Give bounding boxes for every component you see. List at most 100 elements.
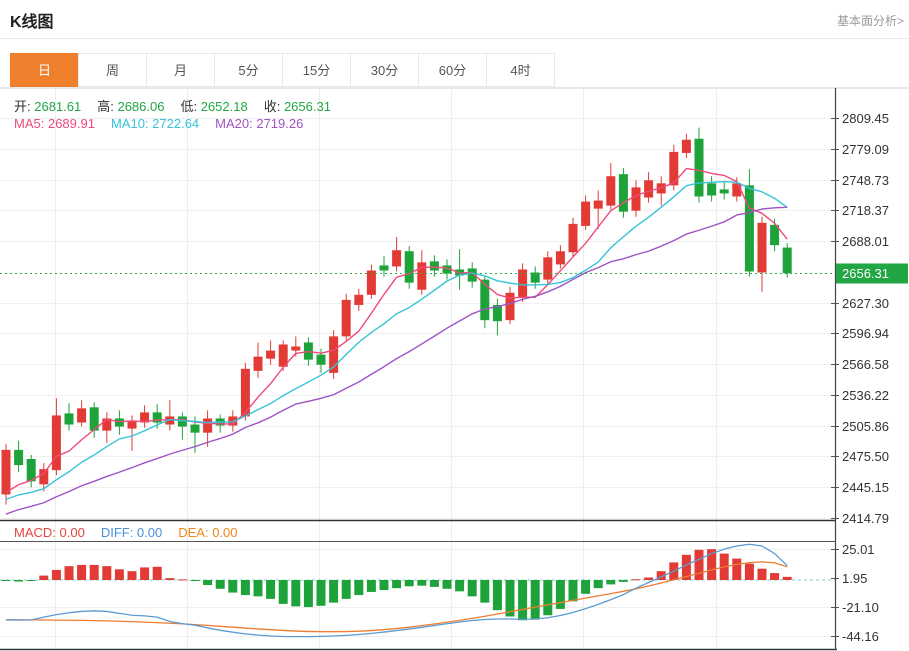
tab-period-4[interactable]: 5分 — [214, 53, 283, 87]
tab-period-7[interactable]: 60分 — [418, 53, 487, 87]
ma-legend: MA5: 2689.91 MA10: 2722.64 MA20: 2719.26 — [14, 116, 319, 131]
macd-histogram-bar — [152, 566, 162, 580]
current-price-badge — [836, 263, 908, 284]
macd-histogram-bar — [644, 577, 654, 580]
header-divider — [0, 38, 909, 39]
macd-histogram-bar — [140, 567, 150, 580]
fundamental-analysis-link[interactable]: 基本面分析> — [836, 14, 904, 28]
candle-body — [631, 187, 641, 211]
macd-histogram-bar — [492, 580, 502, 611]
tabbar-bottom-border — [0, 87, 909, 88]
macd-histogram-bar — [555, 580, 565, 609]
candle-body — [694, 138, 704, 197]
macd-histogram-bar — [744, 563, 754, 580]
legend-item: MA5: 2689.91 — [14, 116, 95, 131]
price-tick-label: 2596.94 — [842, 326, 889, 341]
macd-histogram-bar — [203, 580, 213, 586]
candle-body — [770, 224, 780, 246]
tab-period-3[interactable]: 月 — [146, 53, 215, 87]
macd-histogram-bar — [694, 549, 704, 580]
ma10-line — [5, 180, 788, 500]
macd-histogram-bar — [455, 580, 465, 592]
macd-tick-label: -44.16 — [842, 629, 879, 644]
macd-histogram-bar — [114, 569, 124, 580]
tab-period-5[interactable]: 15分 — [282, 53, 351, 87]
macd-histogram-bar — [316, 580, 326, 606]
candle-body — [669, 151, 679, 186]
candle-body — [51, 415, 61, 471]
candle-body — [266, 350, 276, 359]
candle-body — [152, 412, 162, 423]
candle-body — [417, 262, 427, 290]
legend-item: MACD: 0.00 — [14, 525, 85, 540]
price-tick-label: 2748.73 — [842, 173, 889, 188]
macd-histogram-bar — [26, 580, 36, 581]
candle-body — [329, 336, 339, 373]
macd-histogram-bar — [530, 580, 540, 620]
candle-body — [518, 269, 528, 298]
period-tabbar: 日周月 5分 15分 30分 60分 4时 — [10, 53, 555, 87]
candle-body — [366, 270, 376, 295]
candle-body — [581, 201, 591, 226]
candle-body — [140, 412, 150, 423]
macd-histogram-bar — [177, 579, 187, 581]
macd-histogram-bar — [64, 566, 74, 580]
price-tick-label: 2445.15 — [842, 480, 889, 495]
candle-body — [467, 268, 477, 282]
macd-histogram-bar — [505, 580, 515, 617]
macd-histogram-bar — [240, 580, 250, 596]
diff-line — [5, 543, 788, 638]
price-tick-label: 2566.58 — [842, 357, 889, 372]
macd-histogram-bar — [51, 569, 61, 580]
tab-period-8[interactable]: 4时 — [486, 53, 555, 87]
macd-tick-label: 1.95 — [842, 571, 867, 586]
candle-body — [26, 459, 36, 482]
candle-body — [530, 272, 540, 283]
tab-period-6[interactable]: 30分 — [350, 53, 419, 87]
macd-histogram-bar — [757, 568, 767, 580]
candle-body — [404, 251, 414, 283]
macd-histogram-bar — [581, 580, 591, 594]
tab-period-1[interactable]: 日 — [10, 53, 79, 87]
candle-body — [744, 185, 754, 272]
candle-body — [732, 183, 742, 197]
candle-body — [480, 279, 490, 321]
macd-legend: MACD: 0.00 DIFF: 0.00 DEA: 0.00 — [14, 525, 254, 540]
macd-histogram-bar — [1, 580, 11, 582]
candle-body — [543, 257, 553, 280]
price-tick-label: 2809.45 — [842, 111, 889, 126]
macd-histogram-bar — [618, 580, 628, 582]
macd-histogram-bar — [253, 580, 263, 597]
candle-body — [392, 250, 402, 267]
macd-histogram-bar — [354, 580, 364, 596]
candle-body — [240, 368, 250, 417]
price-tick-label: 2536.22 — [842, 388, 889, 403]
macd-histogram-bar — [366, 580, 376, 592]
macd-histogram-bar — [770, 573, 780, 580]
legend-item: 开: 2681.61 — [14, 99, 82, 114]
tab-period-2[interactable]: 周 — [78, 53, 147, 87]
candle-body — [177, 416, 187, 427]
macd-histogram-bar — [14, 580, 24, 582]
candle-body — [782, 247, 792, 274]
macd-histogram-bar — [480, 580, 490, 603]
candle-body — [341, 299, 351, 337]
macd-histogram-bar — [442, 580, 452, 589]
candle-body — [757, 222, 767, 273]
legend-item: DIFF: 0.00 — [100, 525, 163, 540]
candle-body — [354, 294, 364, 305]
candle-body — [618, 174, 628, 212]
price-tick-label: 2414.79 — [842, 511, 889, 526]
candle-body — [165, 416, 175, 425]
ma5-line — [5, 167, 788, 494]
macd-histogram-bar — [379, 580, 389, 591]
macd-histogram-bar — [417, 580, 427, 586]
macd-histogram-bar — [190, 580, 200, 582]
candle-body — [203, 418, 213, 433]
candle-body — [64, 413, 74, 425]
candle-body — [707, 183, 717, 196]
macd-histogram-bar — [782, 576, 792, 580]
macd-histogram-bar — [89, 564, 99, 580]
candle-body — [379, 265, 389, 271]
